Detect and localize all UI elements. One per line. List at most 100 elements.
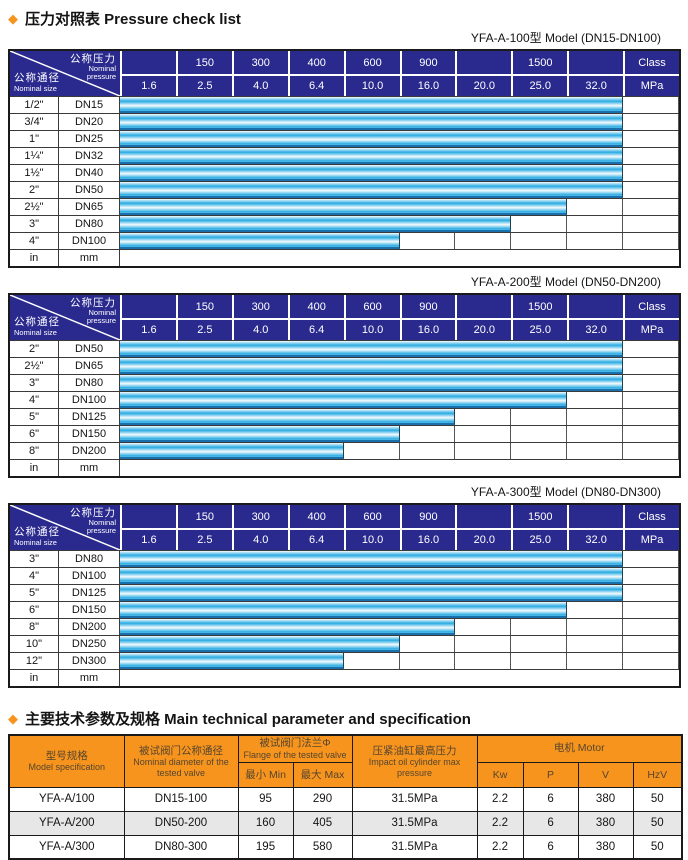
grid-cell — [455, 426, 512, 442]
spec-cell: 31.5MPa — [351, 834, 478, 860]
grid-cell — [567, 653, 624, 669]
size-inch-cell: in — [10, 460, 59, 476]
size-inch-cell: 1/2" — [10, 97, 59, 113]
pressure-bar-zone — [120, 426, 679, 442]
size-dn-cell: DN20 — [59, 114, 120, 130]
pressure-mpa-cell: 16.0 — [399, 74, 456, 96]
diamond-icon: ◆ — [8, 711, 18, 726]
size-inch-cell: 5" — [10, 409, 59, 425]
spec-cell: 580 — [292, 834, 353, 860]
pressure-section-title-text: 压力对照表 Pressure check list — [25, 11, 241, 28]
pressure-mpa-cell: 6.4 — [287, 318, 344, 340]
spec-header-max: 最大 Max — [292, 761, 353, 788]
table-model-label: YFA-A-300型 Model (DN80-DN300) — [470, 485, 661, 499]
nominal-pressure-label: 公称压力 Nominal pressure — [66, 297, 116, 325]
nominal-size-label: 公称通径 Nominal size — [14, 317, 60, 337]
pressure-mpa-cell: MPa — [623, 318, 679, 340]
grid-cell — [455, 619, 512, 635]
size-inch-cell: 6" — [10, 426, 59, 442]
nominal-size-en: Nominal size — [14, 83, 57, 93]
spec-cell: DN50-200 — [123, 810, 239, 836]
table-model-label: YFA-A-100型 Model (DN15-DN100) — [470, 31, 661, 45]
pressure-row: 8" DN200 — [10, 618, 679, 635]
spec-cell: 290 — [292, 786, 353, 812]
size-inch-cell: 4" — [10, 392, 59, 408]
grid-cell — [623, 653, 679, 669]
grid-cell — [623, 97, 679, 113]
grid-cell — [623, 148, 679, 164]
spec-header-v: V — [577, 761, 634, 788]
size-inch-cell: 1¼" — [10, 148, 59, 164]
grid-cell — [623, 358, 679, 374]
pressure-class-cell: Class — [623, 51, 679, 74]
size-dn-cell: DN250 — [59, 636, 120, 652]
pressure-range-bar — [120, 182, 624, 198]
size-dn-cell: DN50 — [59, 341, 120, 357]
spec-header-pressure-en: Impact oil cylinder max pressure — [368, 757, 461, 778]
spec-cell: 380 — [577, 786, 634, 812]
spec-header-pressure: 压紧油缸最高压力 Impact oil cylinder max pressur… — [351, 734, 478, 788]
pressure-class-cell: 300 — [231, 295, 288, 318]
pressure-row: 1" DN25 — [10, 130, 679, 147]
spec-cell: 31.5MPa — [351, 810, 478, 836]
pressure-mpa-cell: 2.5 — [175, 528, 232, 550]
pressure-row: 6" DN150 — [10, 425, 679, 442]
grid-cell — [511, 443, 568, 459]
pressure-bar-zone — [120, 585, 679, 601]
pressure-class-cell: 150 — [175, 295, 232, 318]
size-inch-cell: 2" — [10, 341, 59, 357]
size-dn-cell: mm — [59, 460, 120, 476]
grid-cell — [567, 233, 624, 249]
grid-cell — [623, 619, 679, 635]
pressure-row: 1¼" DN32 — [10, 147, 679, 164]
size-dn-cell: mm — [59, 670, 120, 686]
pressure-table-section: YFA-A-100型 Model (DN15-DN100) 公称压力 Nomin… — [8, 31, 681, 268]
size-dn-cell: DN80 — [59, 375, 120, 391]
size-dn-cell: DN125 — [59, 585, 120, 601]
grid-cell — [455, 443, 512, 459]
pressure-class-cell: 150 — [175, 51, 232, 74]
pressure-class-cell: 900 — [399, 295, 456, 318]
pressure-table-body: 1/2" DN15 3/4" DN20 1" DN25 1¼" DN32 1½" DN40 2" DN… — [10, 96, 679, 266]
pressure-bar-zone — [120, 250, 679, 266]
pressure-row: 5" DN125 — [10, 408, 679, 425]
pressure-mpa-cell: 16.0 — [399, 318, 456, 340]
size-dn-cell: DN125 — [59, 409, 120, 425]
size-dn-cell: DN150 — [59, 602, 120, 618]
pressure-bar-zone — [120, 131, 679, 147]
size-inch-cell: 3" — [10, 216, 59, 232]
pressure-range-bar — [120, 409, 456, 425]
grid-cell — [511, 619, 568, 635]
nominal-size-en: Nominal size — [14, 537, 57, 547]
pressure-bar-zone — [120, 216, 679, 232]
pressure-row: 1/2" DN15 — [10, 96, 679, 113]
pressure-range-bar — [120, 602, 568, 618]
nominal-pressure-zh: 公称压力 — [70, 53, 116, 65]
pressure-bar-zone — [120, 551, 679, 567]
grid-cell — [567, 602, 624, 618]
pressure-table: 公称压力 Nominal pressure 公称通径 Nominal size … — [8, 503, 681, 688]
pressure-row: 2" DN50 — [10, 340, 679, 357]
size-inch-cell: 2½" — [10, 358, 59, 374]
size-dn-cell: mm — [59, 250, 120, 266]
pressure-row: 6" DN150 — [10, 601, 679, 618]
spec-cell: 95 — [237, 786, 294, 812]
size-inch-cell: in — [10, 250, 59, 266]
pressure-mpa-cell: 20.0 — [455, 74, 512, 96]
pressure-mpa-cell: 16.0 — [399, 528, 456, 550]
pressure-bar-zone — [120, 375, 679, 391]
nominal-pressure-en: Nominal pressure — [86, 64, 116, 81]
grid-cell — [623, 216, 679, 232]
pressure-mpa-cell: 2.5 — [175, 318, 232, 340]
pressure-mpa-cell: 25.0 — [511, 318, 568, 340]
grid-cell — [623, 114, 679, 130]
pressure-table-header: 公称压力 Nominal pressure 公称通径 Nominal size … — [10, 295, 679, 340]
pressure-mpa-cell: 1.6 — [120, 528, 176, 550]
spec-cell: 405 — [292, 810, 353, 836]
pressure-range-bar — [120, 114, 624, 130]
pressure-class-cell: 400 — [287, 505, 344, 528]
pressure-class-cell: 600 — [343, 295, 400, 318]
grid-cell — [567, 216, 624, 232]
size-dn-cell: DN200 — [59, 619, 120, 635]
size-dn-cell: DN32 — [59, 148, 120, 164]
